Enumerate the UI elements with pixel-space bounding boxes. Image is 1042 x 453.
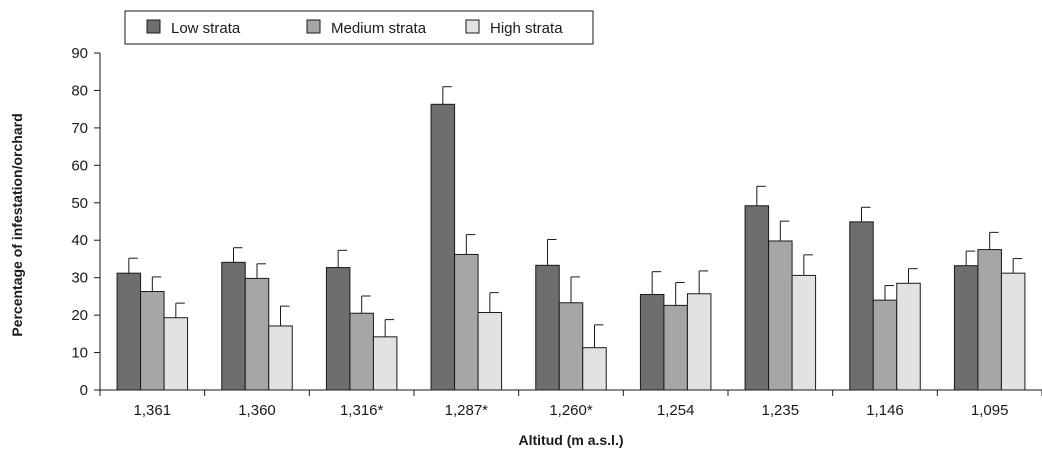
y-axis-title: Percentage of infestation/orchard (9, 113, 25, 336)
bar (244, 277, 270, 391)
x-tick-label: 1,254 (657, 402, 695, 419)
y-tick-label: 20 (71, 307, 88, 324)
bar (454, 253, 479, 391)
bar (686, 293, 712, 391)
bar (896, 282, 921, 391)
y-tick-label: 50 (71, 195, 88, 212)
x-tick-label: 1,316* (340, 402, 384, 419)
bar (535, 264, 560, 391)
y-tick-label: 10 (71, 345, 88, 362)
y-tick-label: 80 (71, 82, 88, 99)
bar (768, 240, 793, 391)
y-tick-label: 60 (71, 157, 88, 174)
bar (349, 312, 374, 391)
legend-swatch (465, 19, 480, 34)
x-tick-label: 1,361 (134, 402, 172, 419)
bar (372, 336, 398, 391)
bar (221, 261, 246, 391)
y-tick-label: 30 (71, 270, 88, 287)
bar (744, 205, 770, 391)
bar (558, 302, 584, 391)
bar (639, 294, 665, 391)
bar (953, 265, 979, 391)
y-tick-label: 0 (80, 382, 88, 399)
legend-label: High strata (490, 20, 563, 37)
legend-label: Medium strata (331, 20, 427, 37)
y-tick-label: 90 (71, 45, 88, 62)
x-axis-title: Altitud (m a.s.l.) (519, 432, 624, 448)
x-tick-label: 1,360 (238, 402, 276, 419)
bar (872, 299, 898, 391)
legend-label: Low strata (171, 20, 241, 37)
x-tick-label: 1,260* (549, 402, 593, 419)
x-tick-label: 1,287* (445, 402, 489, 419)
y-tick-label: 70 (71, 120, 88, 137)
bar (977, 249, 1002, 391)
bar (849, 221, 874, 391)
bar (268, 325, 293, 391)
bar (163, 317, 189, 391)
bar (430, 103, 456, 391)
x-tick-label: 1,146 (866, 402, 904, 419)
x-tick-label: 1,235 (762, 402, 800, 419)
bar (1000, 272, 1026, 391)
bar (477, 311, 503, 391)
bars (116, 86, 1026, 391)
x-tick-label: 1,095 (971, 402, 1009, 419)
bar (140, 291, 165, 391)
bar (582, 347, 607, 391)
legend-swatch (146, 19, 161, 34)
y-tick-label: 40 (71, 232, 88, 249)
bar (663, 304, 688, 391)
legend-swatch (306, 19, 321, 34)
legend-frame (124, 10, 594, 45)
legend: Low strata Medium strata High strata (124, 10, 594, 45)
bar (791, 274, 817, 391)
bar (325, 267, 351, 391)
bar (116, 272, 142, 391)
